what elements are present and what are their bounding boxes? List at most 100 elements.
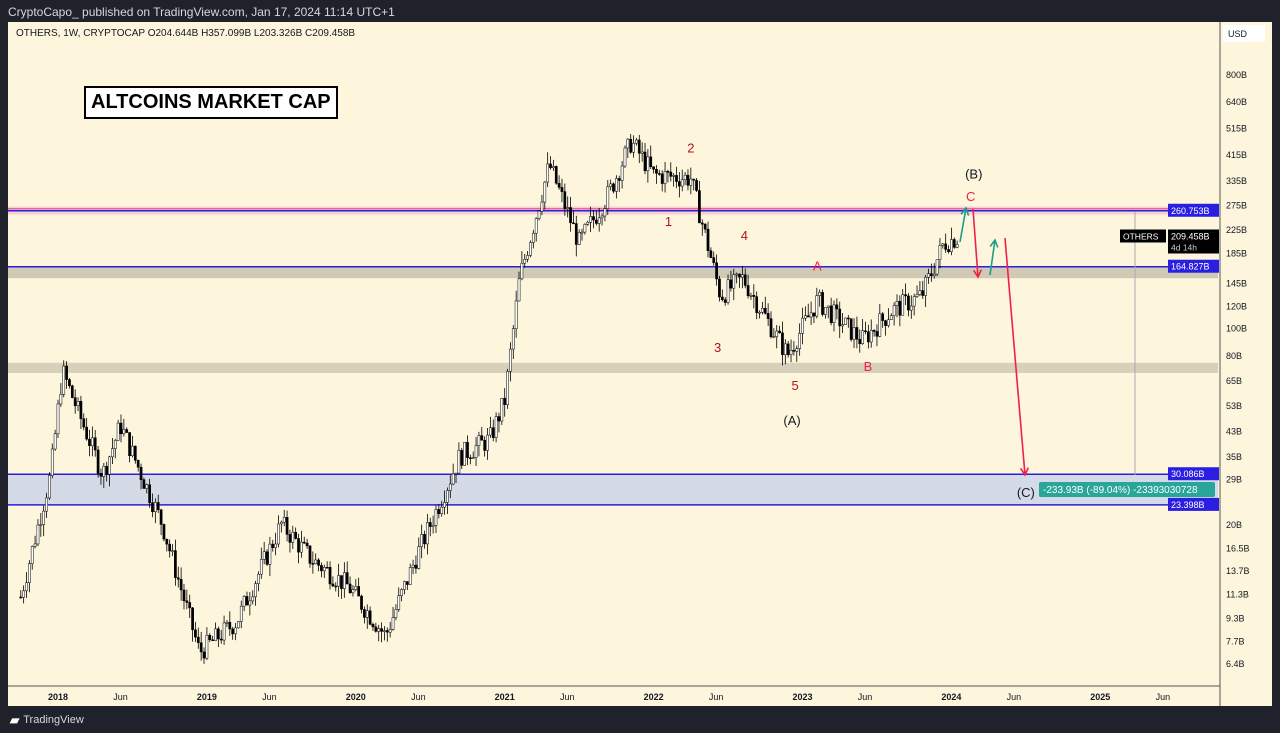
candle-up (434, 509, 438, 526)
candle-down (437, 509, 441, 515)
candle-up (50, 448, 54, 476)
price-zone (8, 474, 1218, 505)
candle-up (517, 278, 521, 302)
candle-down (139, 466, 143, 480)
wave-label: (C) (1017, 485, 1035, 500)
candle-down (738, 273, 741, 278)
candle-up (33, 543, 37, 547)
candle-up (663, 171, 667, 184)
candle-down (162, 524, 166, 540)
x-tick-label: 2019 (197, 692, 217, 702)
candle-up (420, 534, 424, 548)
candle-down (480, 435, 484, 441)
level-price-label: 260.753B (1171, 206, 1210, 216)
candle-up (798, 333, 801, 349)
candle-up (108, 456, 111, 475)
candle-up (426, 522, 429, 545)
candle-up (500, 397, 504, 422)
candle-down (881, 313, 885, 321)
candle-up (824, 307, 827, 315)
candle-up (36, 524, 40, 545)
candle-down (657, 173, 661, 175)
candle-down (196, 636, 200, 643)
candle-down (305, 542, 309, 547)
candle-down (875, 331, 879, 337)
candle-down (746, 285, 750, 297)
candle-down (360, 595, 363, 610)
candle-up (457, 450, 461, 474)
y-tick-label: 7.7B (1226, 636, 1245, 646)
candle-down (380, 628, 383, 632)
candle-up (448, 483, 452, 491)
candle-up (852, 327, 856, 340)
candle-down (334, 585, 338, 588)
candle-down (778, 330, 781, 334)
candle-up (403, 581, 406, 590)
y-tick-label: 415B (1226, 150, 1247, 160)
candle-up (878, 313, 882, 337)
candle-up (411, 564, 415, 568)
candle-down (311, 563, 315, 565)
candle-down (194, 629, 197, 638)
candle-down (156, 502, 160, 511)
candle-up (28, 563, 31, 583)
chart-svg[interactable]: -233.93B (-89.04%) -23393030728 2 1 4 3 5 (A) A… (8, 22, 1272, 706)
chart-area[interactable]: -233.93B (-89.04%) -23393030728 2 1 4 3 5 (A) A… (8, 22, 1272, 706)
y-tick-label: 29B (1226, 475, 1242, 485)
candle-down (133, 445, 137, 461)
y-tick-label: 43B (1226, 427, 1242, 437)
wave-label: 5 (791, 378, 798, 393)
candle-down (686, 174, 690, 186)
candle-up (131, 445, 134, 457)
candle-down (191, 607, 194, 631)
candle-up (337, 575, 340, 587)
candle-up (735, 273, 738, 276)
up-arrow-head (960, 206, 970, 216)
candle-up (540, 201, 544, 212)
candle-up (25, 582, 28, 592)
x-tick-label: 2023 (792, 692, 812, 702)
candle-up (446, 490, 449, 503)
candle-down (368, 610, 372, 625)
candle-up (603, 208, 607, 217)
candle-down (652, 166, 655, 170)
y-tick-label: 515B (1226, 124, 1247, 134)
wave-label: 2 (687, 141, 694, 156)
candle-down (297, 538, 300, 553)
candle-down (466, 442, 469, 458)
candle-up (53, 433, 57, 450)
candle-down (79, 401, 83, 419)
candle-down (678, 181, 681, 187)
candle-down (829, 305, 833, 323)
y-tick-label: 335B (1226, 176, 1247, 186)
candle-down (385, 630, 389, 633)
candle-down (695, 179, 698, 191)
candle-up (234, 627, 237, 635)
candle-down (99, 472, 103, 477)
candle-up (615, 178, 618, 192)
candle-up (529, 242, 532, 256)
candle-down (93, 437, 97, 451)
candle-down (159, 509, 163, 525)
x-tick-label: Jun (411, 692, 426, 702)
candle-up (262, 551, 266, 560)
candle-down (643, 151, 647, 172)
candle-down (554, 166, 558, 184)
candle-up (832, 304, 836, 323)
candle-down (357, 586, 361, 597)
symbol-legend: OTHERS, 1W, CRYPTOCAP O204.644B H357.099… (16, 28, 356, 39)
candle-up (626, 138, 630, 149)
y-tick-label: 6.4B (1226, 659, 1245, 669)
candle-up (248, 600, 252, 606)
candle-up (291, 531, 295, 543)
candle-down (340, 575, 343, 589)
currency-button (1223, 25, 1265, 42)
candle-up (531, 232, 535, 243)
down-arrow (1004, 237, 1026, 476)
level-price-tag (1168, 203, 1219, 217)
candle-up (901, 294, 905, 316)
candle-up (506, 371, 509, 405)
candle-down (165, 538, 169, 545)
candle-up (56, 403, 60, 435)
candle-down (136, 460, 140, 468)
